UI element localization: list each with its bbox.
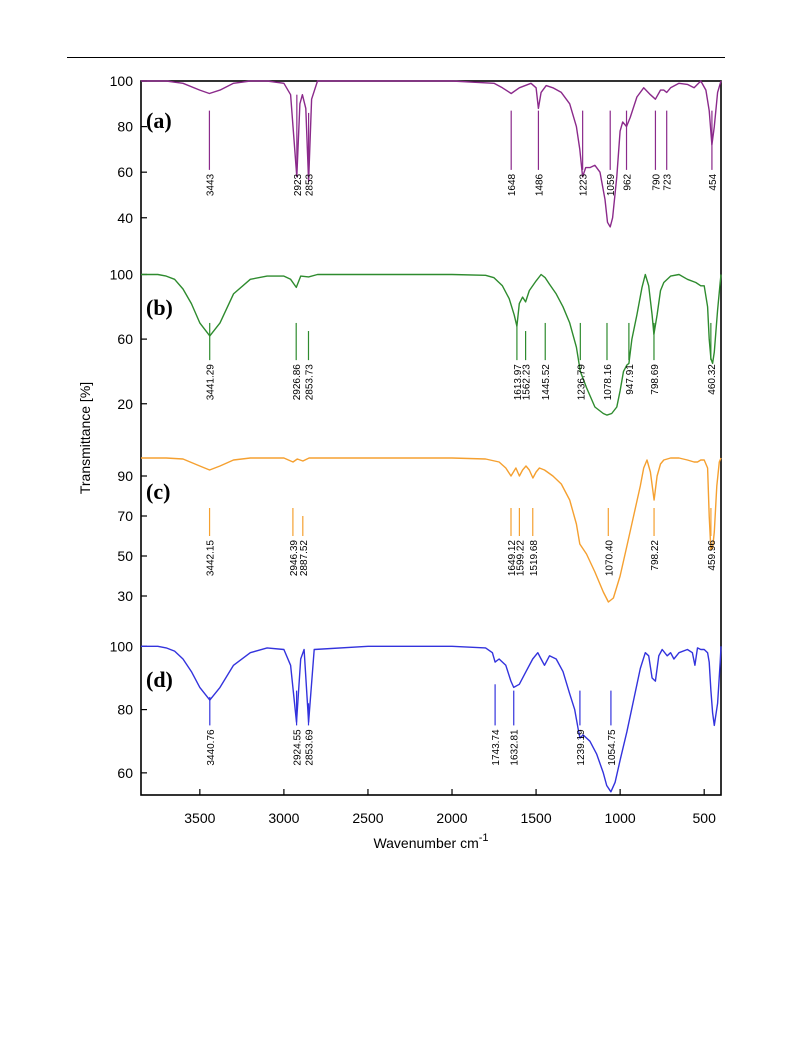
- peak-label: 3441.29: [206, 364, 217, 401]
- y-tick-label: 60: [117, 164, 133, 180]
- peak-label: 460.32: [707, 364, 718, 395]
- peak-label: 1486: [534, 173, 545, 196]
- peak-label: 3442.15: [206, 540, 217, 577]
- peak-label: 1223: [579, 173, 590, 196]
- spectrum-line: [141, 457, 722, 603]
- x-axis-title-superscript: -1: [479, 832, 489, 844]
- x-tick-label: 1000: [605, 810, 636, 826]
- peak-label: 1648: [507, 173, 518, 196]
- peak-label: 1613.97: [513, 364, 524, 401]
- y-tick-label: 60: [117, 331, 133, 347]
- y-tick-label: 100: [110, 73, 134, 89]
- peak-label: 1599.22: [515, 540, 526, 577]
- page-header-rule: [67, 57, 725, 58]
- spectrum-line: [141, 645, 722, 793]
- peak-label: 962: [623, 173, 634, 190]
- peak-label: 2853.73: [304, 364, 315, 401]
- peak-label: 2924.55: [293, 729, 304, 766]
- x-axis: 3500 3000 2500 2000 1500 1000 500: [184, 789, 716, 826]
- y-tick-label: 80: [117, 702, 133, 718]
- peak-label: 1519.68: [529, 540, 540, 577]
- panels-layer: 40 60 80 100 (a) 3443 2923 2853 1648 1486 1223 1059…: [110, 73, 722, 793]
- x-tick-label: 500: [693, 810, 717, 826]
- peak-label: 723: [663, 173, 674, 190]
- peak-label: 2923: [293, 173, 304, 196]
- peak-label: 1059: [606, 173, 617, 196]
- y-tick-label: 20: [117, 396, 133, 412]
- peak-label: 1078.16: [603, 364, 614, 401]
- peak-label: 1562.23: [522, 364, 533, 401]
- y-axis-title: Transmittance [%]: [77, 382, 93, 494]
- x-tick-label: 3500: [184, 810, 215, 826]
- peak-label: 2853: [305, 173, 316, 196]
- peak-label: 947.91: [625, 364, 636, 395]
- y-tick-label: 100: [110, 638, 134, 654]
- peak-label: 1054.75: [607, 729, 618, 766]
- panel-letter: (b): [146, 295, 173, 320]
- plot-frame: [140, 80, 722, 796]
- peak-label: 1236.79: [576, 364, 587, 401]
- y-tick-label: 100: [110, 266, 134, 282]
- x-tick-label: 3000: [268, 810, 299, 826]
- peak-label: 798.69: [650, 364, 661, 395]
- x-tick-label: 1500: [520, 810, 551, 826]
- x-axis-title-text: Wavenumber cm: [373, 835, 478, 851]
- panel-a: 40 60 80 100 (a) 3443 2923 2853 1648 1486 1223 1059…: [110, 73, 722, 228]
- peak-label: 3443: [205, 173, 216, 196]
- x-axis-title: Wavenumber cm-1: [373, 832, 488, 851]
- peak-label: 454: [708, 173, 719, 190]
- peak-label: 2946.39: [289, 540, 300, 577]
- y-tick-label: 50: [117, 548, 133, 564]
- y-tick-label: 60: [117, 765, 133, 781]
- x-tick-label: 2500: [352, 810, 383, 826]
- peak-label: 1743.74: [491, 729, 502, 766]
- y-tick-label: 30: [117, 588, 133, 604]
- peak-label: 2926.86: [292, 364, 303, 401]
- y-tick-label: 80: [117, 119, 133, 135]
- peak-label: 3440.76: [206, 729, 217, 766]
- y-tick-label: 40: [117, 210, 133, 226]
- peak-label: 798.22: [650, 540, 661, 571]
- peak-label: 790: [651, 173, 662, 190]
- peak-label: 1632.81: [510, 729, 521, 766]
- peak-label: 2853.69: [304, 729, 315, 766]
- panel-b: 20 60 100 (b) 3441.29 2926.86 2853.73 1613.9715…: [110, 266, 722, 416]
- spectrum-line: [141, 273, 722, 416]
- peak-label: 459.96: [707, 540, 718, 571]
- panel-letter: (c): [146, 479, 170, 504]
- peak-label: 1445.52: [541, 364, 552, 401]
- y-tick-label: 90: [117, 468, 133, 484]
- peak-label: 1649.12: [507, 540, 518, 577]
- peak-label: 1070.40: [604, 540, 615, 577]
- panel-letter: (a): [146, 108, 172, 133]
- panel-letter: (d): [146, 667, 173, 692]
- x-tick-label: 2000: [436, 810, 467, 826]
- peak-label: 1239.19: [576, 729, 587, 766]
- y-tick-label: 70: [117, 508, 133, 524]
- spectrum-line: [141, 80, 722, 228]
- panel-d: 60 80 100 (d) 3440.76 2924.55 2853.69 1743.74 16…: [110, 638, 722, 793]
- peak-label: 2887.52: [299, 540, 310, 577]
